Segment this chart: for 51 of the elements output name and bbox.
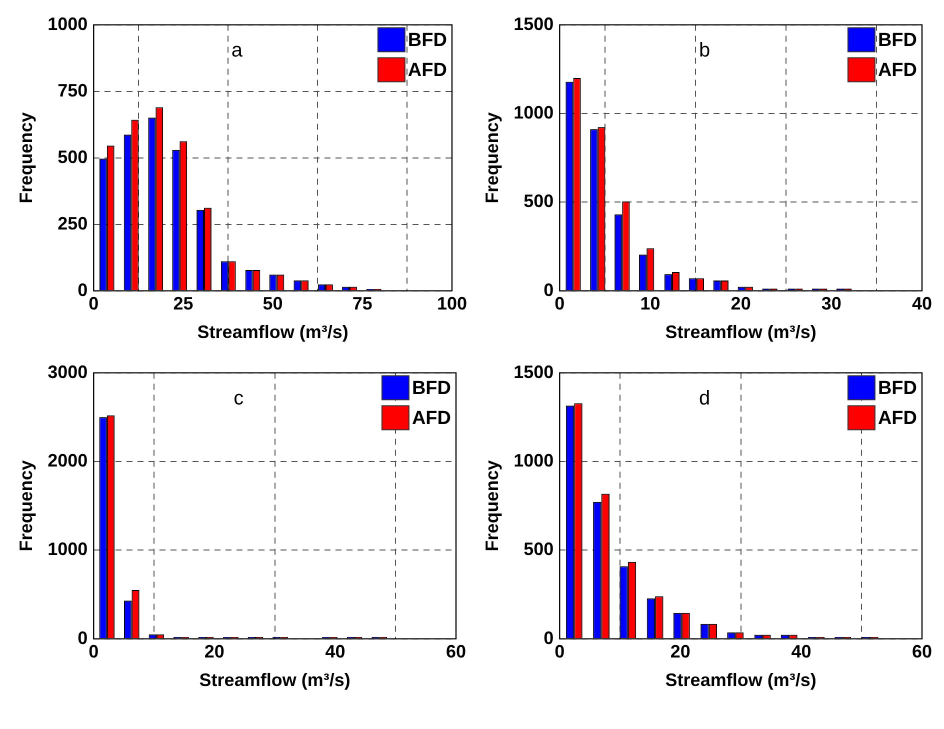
legend-label: BFD (878, 30, 918, 52)
y-tick-label: 1500 (514, 14, 554, 34)
legend-label: AFD (412, 408, 452, 430)
y-tick-label: 500 (524, 191, 554, 212)
legend-label: AFD (878, 60, 918, 82)
y-axis-title: Frequency (482, 460, 502, 552)
y-tick-label: 2000 (48, 450, 88, 470)
x-tick-label: 20 (670, 642, 690, 662)
legend-label: BFD (412, 378, 452, 400)
annotation: b (699, 39, 710, 62)
x-tick-label: 100 (436, 294, 468, 314)
x-tick-label: 60 (446, 642, 466, 662)
legend-label: AFD (878, 408, 918, 430)
x-tick-label: 40 (912, 294, 932, 314)
y-tick-label: 500 (524, 539, 554, 560)
x-tick-label: 50 (262, 294, 283, 314)
y-tick-label: 1000 (48, 539, 88, 560)
y-tick-label: 0 (78, 280, 88, 300)
y-tick-label: 1000 (514, 450, 554, 470)
y-tick-label: 0 (544, 280, 554, 300)
legend-label: BFD (408, 30, 447, 52)
y-tick-label: 1500 (514, 362, 554, 382)
y-axis-title: Frequency (16, 460, 36, 552)
y-tick-label: 1000 (514, 102, 554, 122)
legend-label: AFD (408, 60, 447, 82)
x-axis-title: Streamflow (m³/s) (197, 322, 348, 342)
x-tick-label: 20 (204, 642, 224, 662)
x-axis-title: Streamflow (m³/s) (665, 670, 816, 690)
y-tick-label: 0 (78, 628, 88, 648)
x-axis-title: Streamflow (m³/s) (665, 322, 816, 342)
x-tick-label: 75 (352, 294, 372, 314)
annotation: d (699, 387, 710, 410)
y-tick-label: 250 (58, 213, 88, 234)
y-tick-label: 1000 (48, 14, 88, 34)
x-tick-label: 60 (912, 642, 932, 662)
y-tick-label: 3000 (48, 362, 88, 382)
y-axis-title: Frequency (482, 112, 502, 204)
x-axis-title: Streamflow (m³/s) (199, 670, 350, 690)
x-tick-label: 30 (821, 294, 842, 314)
x-tick-label: 25 (173, 294, 194, 314)
x-tick-label: 40 (325, 642, 346, 662)
y-tick-label: 500 (58, 146, 88, 167)
x-tick-label: 20 (730, 294, 751, 314)
annotation: c (234, 387, 244, 410)
x-tick-label: 10 (640, 294, 660, 314)
annotation: a (231, 39, 244, 62)
y-axis-title: Frequency (16, 112, 36, 204)
y-tick-label: 0 (544, 628, 554, 648)
x-tick-label: 40 (791, 642, 812, 662)
y-tick-label: 750 (58, 80, 88, 100)
legend-label: BFD (878, 378, 918, 400)
